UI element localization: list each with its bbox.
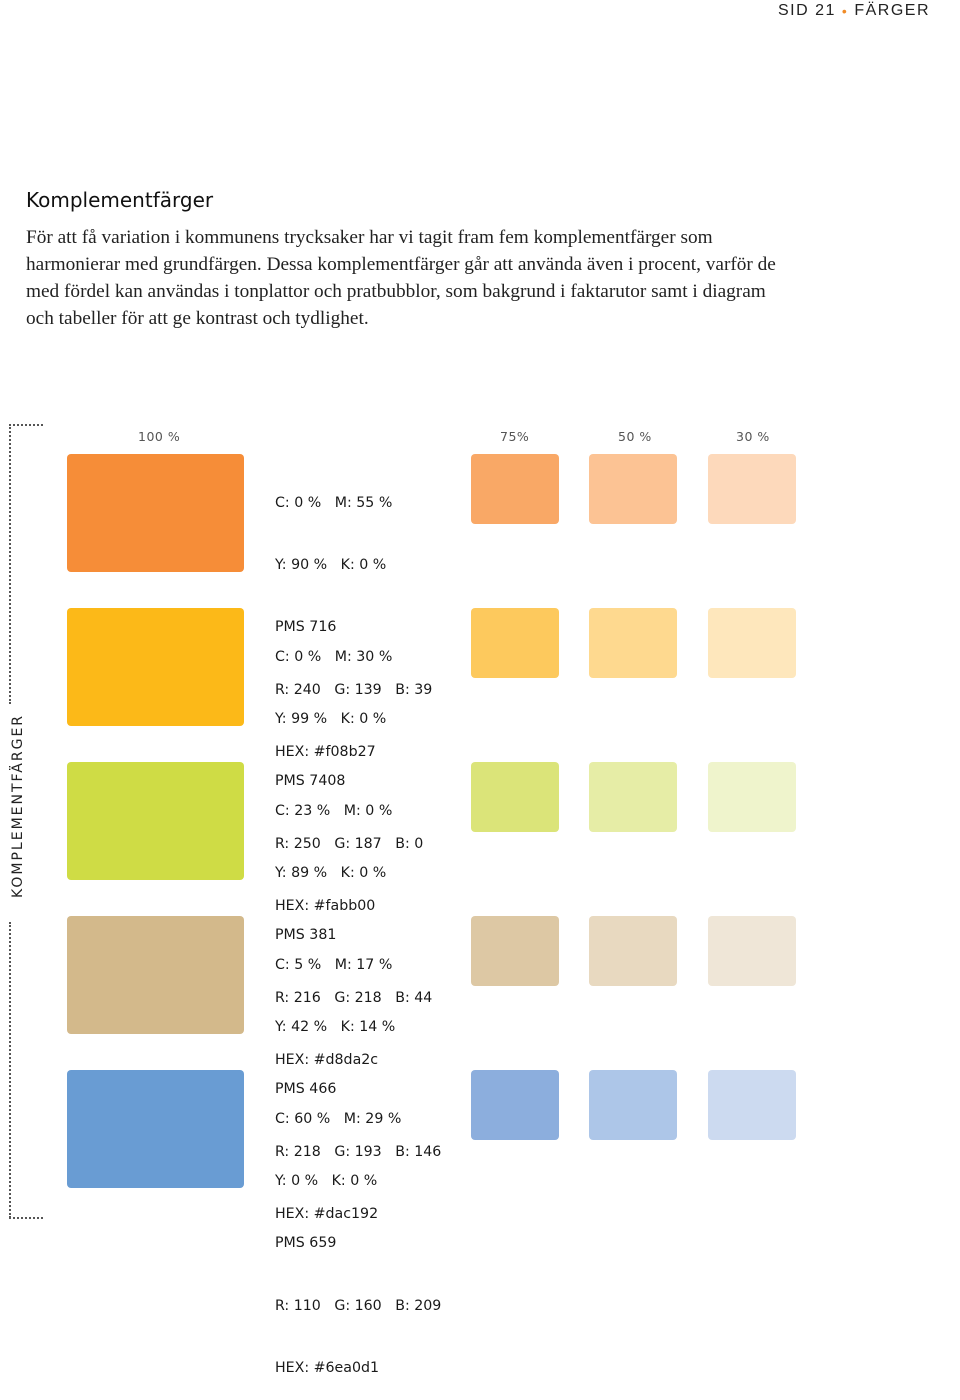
specs-lime: C: 23 % M: 0 % Y: 89 % K: 0 % PMS 381 R:… (275, 759, 432, 1092)
swatch-lime-100 (67, 762, 244, 880)
swatch-beige-30 (708, 916, 796, 986)
spec-hex: HEX: #d8da2c (275, 1052, 379, 1069)
column-label-75: 75% (500, 429, 530, 444)
page-title: Komplementfärger (26, 188, 214, 212)
spec-cmyk-2: Y: 42 % K: 14 % (275, 1018, 396, 1035)
spec-cmyk-1: C: 0 % M: 55 % (275, 494, 393, 511)
spec-rgb: R: 216 G: 218 B: 44 (275, 989, 433, 1006)
spec-rgb: R: 218 G: 193 B: 146 (275, 1143, 442, 1160)
swatch-blue-50 (589, 1070, 677, 1140)
spec-pms: PMS 466 (275, 1081, 337, 1098)
spec-rgb: R: 110 G: 160 B: 209 (275, 1297, 442, 1314)
swatch-blue-100 (67, 1070, 244, 1188)
spec-cmyk-2: Y: 90 % K: 0 % (275, 556, 387, 573)
spec-rgb: R: 250 G: 187 B: 0 (275, 835, 424, 852)
spec-pms: PMS 659 (275, 1235, 337, 1252)
column-label-30: 30 % (736, 429, 770, 444)
header-separator: • (841, 3, 849, 19)
swatch-orange-100 (67, 454, 244, 572)
spec-cmyk-2: Y: 89 % K: 0 % (275, 864, 387, 881)
spec-pms: PMS 716 (275, 619, 337, 636)
swatch-orange-50 (589, 454, 677, 524)
swatch-yellow-50 (589, 608, 677, 678)
dotted-line-top (9, 424, 43, 426)
spec-hex: HEX: #dac192 (275, 1206, 379, 1223)
column-label-50: 50 % (618, 429, 652, 444)
spec-rgb: R: 240 G: 139 B: 39 (275, 681, 433, 698)
specs-beige: C: 5 % M: 17 % Y: 42 % K: 14 % PMS 466 R… (275, 913, 441, 1246)
side-label: KOMPLEMENTFÄRGER (10, 713, 26, 899)
spec-hex: HEX: #fabb00 (275, 898, 376, 915)
dotted-line-lower (9, 922, 11, 1218)
page-number: SID 21 (778, 2, 836, 19)
dotted-line-upper (9, 424, 11, 704)
swatch-yellow-75 (471, 608, 559, 678)
intro-paragraph: För att få variation i kommunens trycksa… (26, 227, 776, 329)
swatch-blue-75 (471, 1070, 559, 1140)
spec-pms: PMS 7408 (275, 773, 346, 790)
column-label-100: 100 % (138, 429, 181, 444)
spec-cmyk-1: C: 0 % M: 30 % (275, 648, 393, 665)
swatch-beige-50 (589, 916, 677, 986)
swatch-blue-30 (708, 1070, 796, 1140)
spec-cmyk-1: C: 5 % M: 17 % (275, 956, 393, 973)
specs-blue: C: 60 % M: 29 % Y: 0 % K: 0 % PMS 659 R:… (275, 1067, 441, 1400)
section-name: FÄRGER (854, 2, 930, 19)
swatch-beige-75 (471, 916, 559, 986)
swatch-yellow-30 (708, 608, 796, 678)
spec-cmyk-1: C: 23 % M: 0 % (275, 802, 393, 819)
swatch-lime-30 (708, 762, 796, 832)
spec-hex: HEX: #f08b27 (275, 744, 376, 761)
spec-cmyk-2: Y: 99 % K: 0 % (275, 710, 387, 727)
swatch-lime-50 (589, 762, 677, 832)
specs-yellow: C: 0 % M: 30 % Y: 99 % K: 0 % PMS 7408 R… (275, 605, 423, 938)
swatch-orange-30 (708, 454, 796, 524)
spec-hex: HEX: #6ea0d1 (275, 1360, 380, 1377)
spec-cmyk-2: Y: 0 % K: 0 % (275, 1172, 378, 1189)
swatch-orange-75 (471, 454, 559, 524)
spec-cmyk-1: C: 60 % M: 29 % (275, 1110, 402, 1127)
swatch-lime-75 (471, 762, 559, 832)
swatch-yellow-100 (67, 608, 244, 726)
page-header: SID 21 • FÄRGER (778, 0, 930, 22)
spec-pms: PMS 381 (275, 927, 337, 944)
specs-orange: C: 0 % M: 55 % Y: 90 % K: 0 % PMS 716 R:… (275, 451, 432, 784)
dotted-line-bottom (9, 1217, 43, 1219)
swatch-beige-100 (67, 916, 244, 1034)
